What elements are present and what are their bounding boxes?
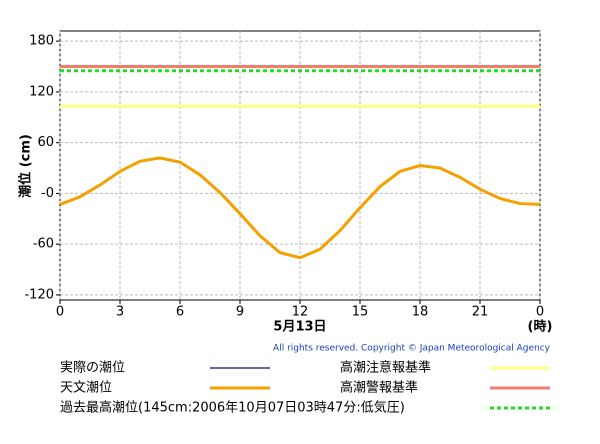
legend-label: 高潮注意報基準 xyxy=(340,360,431,376)
x-tick-label: 18 xyxy=(412,305,429,320)
x-unit: (時) xyxy=(528,319,553,335)
y-tick-label: -120 xyxy=(24,287,54,302)
x-tick-label: 21 xyxy=(472,305,489,320)
copyright: All rights reserved. Copyright © Japan M… xyxy=(273,344,551,354)
y-tick-label: -60 xyxy=(33,237,54,252)
x-tick-label: 3 xyxy=(116,305,124,320)
x-tick-label: 0 xyxy=(536,305,544,320)
legend-label: 高潮警報基準 xyxy=(340,380,418,396)
series-line xyxy=(59,156,541,260)
x-tick-label: 15 xyxy=(352,305,369,320)
legend-label: 実際の潮位 xyxy=(60,360,125,376)
y-axis-label: 潮位 (cm) xyxy=(18,134,34,198)
y-tick-label: 60 xyxy=(37,135,54,150)
x-tick-label: 6 xyxy=(176,305,184,320)
x-tick-label: 9 xyxy=(236,305,244,320)
x-tick-label: 0 xyxy=(56,305,64,320)
y-tick-label: 120 xyxy=(29,84,54,99)
legend-label: 天文潮位 xyxy=(60,381,112,396)
plot-area xyxy=(59,30,541,301)
x-axis-label: 5月13日 xyxy=(273,320,326,335)
x-tick-label: 12 xyxy=(292,305,309,320)
legend-label: 過去最高潮位(145cm:2006年10月07日03時47分:低気圧) xyxy=(60,400,405,416)
y-tick-label: -0 xyxy=(41,186,54,201)
y-tick-label: 180 xyxy=(29,34,54,49)
